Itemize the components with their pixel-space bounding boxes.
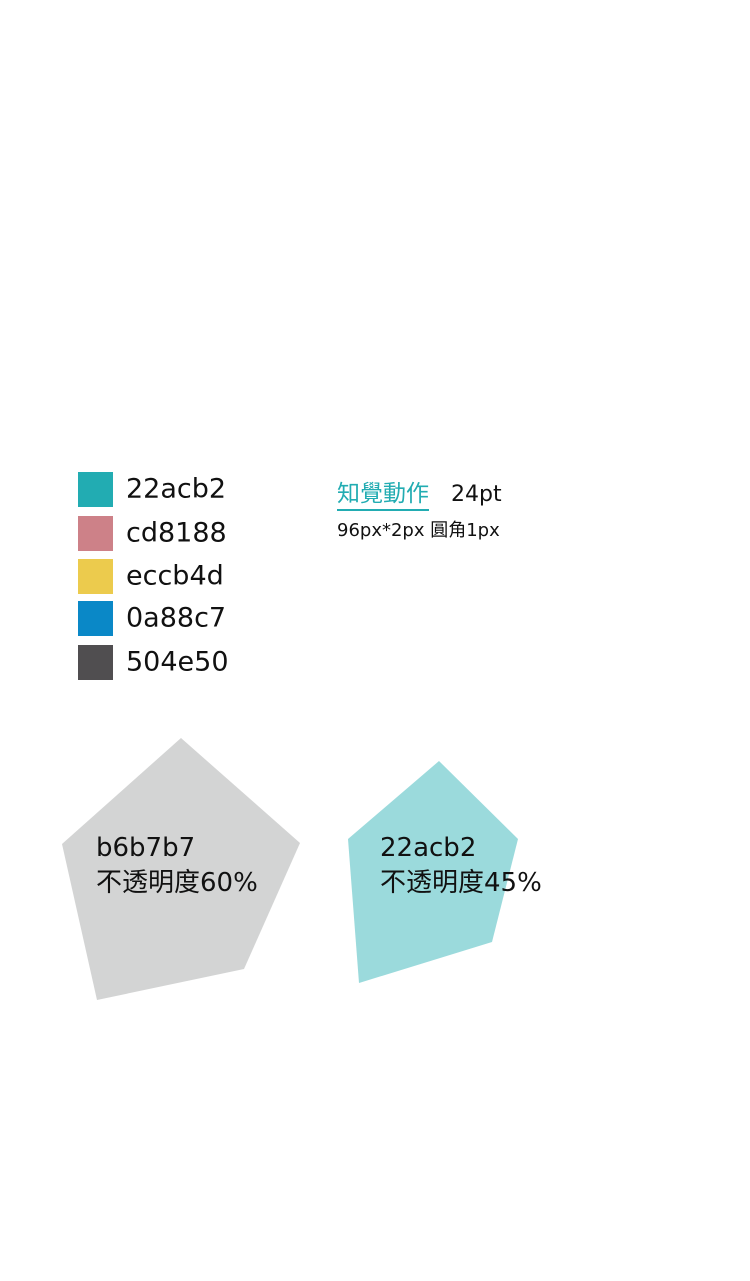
gray-pentagon xyxy=(62,738,300,1000)
underline-spec: 96px*2px 圓角1px xyxy=(337,520,500,541)
swatch-row-5: 504e50 xyxy=(78,644,229,680)
swatch-row-1: 22acb2 xyxy=(78,471,226,507)
color-code-label: 22acb2 xyxy=(126,473,227,505)
color-swatch xyxy=(78,515,113,551)
teal-shape-opacity: 不透明度45% xyxy=(380,868,542,898)
color-code-label: 0a88c7 xyxy=(126,602,227,634)
swatch-row-2: cd8188 xyxy=(78,515,227,551)
color-swatch xyxy=(78,471,113,507)
heading-sample: 知覺動作 24pt xyxy=(337,474,502,511)
color-code-label: cd8188 xyxy=(126,517,227,549)
color-code-label: eccb4d xyxy=(126,560,224,592)
gray-shape-color-code: b6b7b7 xyxy=(96,833,196,863)
swatch-row-3: eccb4d xyxy=(78,558,224,594)
color-swatch xyxy=(78,558,113,594)
gray-shape-label: b6b7b7 不透明度60% xyxy=(96,831,258,901)
heading-size: 24pt xyxy=(451,482,502,507)
teal-pentagon xyxy=(348,761,518,983)
teal-shape-label: 22acb2 不透明度45% xyxy=(380,831,542,901)
teal-shape-color-code: 22acb2 xyxy=(380,833,477,863)
swatch-row-4: 0a88c7 xyxy=(78,600,226,636)
gray-shape-opacity: 不透明度60% xyxy=(96,868,258,898)
color-swatch xyxy=(78,644,113,680)
heading-text: 知覺動作 xyxy=(337,474,429,511)
color-code-label: 504e50 xyxy=(126,646,229,678)
color-swatch xyxy=(78,600,113,636)
